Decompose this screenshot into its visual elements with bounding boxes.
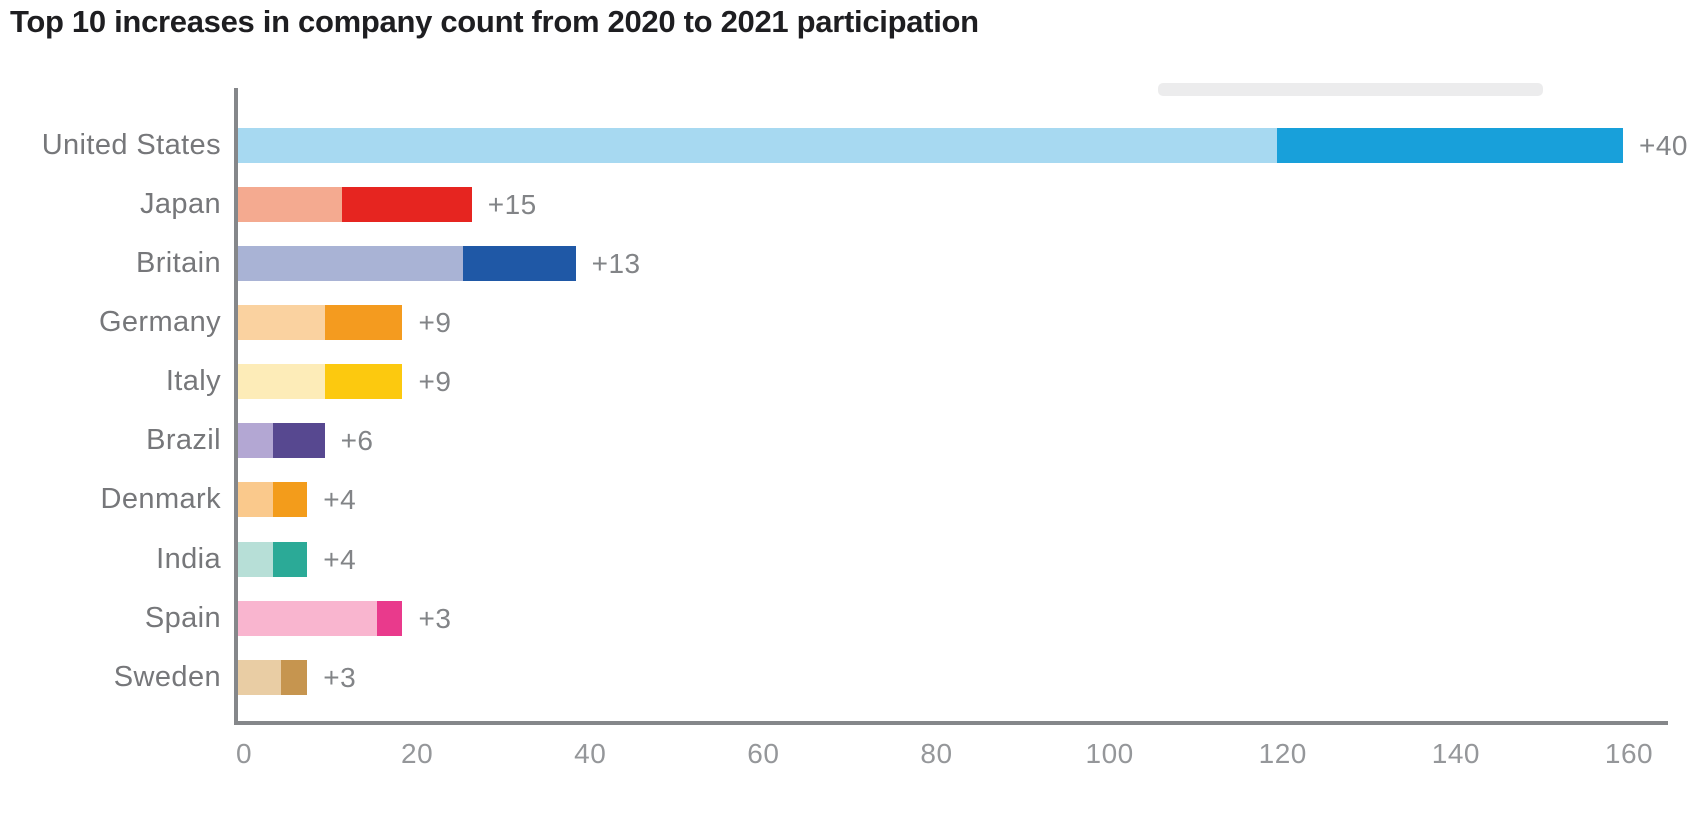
bar-segment-increase	[272, 482, 308, 518]
bar-segment-2020	[238, 600, 377, 636]
bar-row: Sweden +3	[0, 659, 1706, 695]
bar-segment-2020	[238, 127, 1277, 163]
bar-value-label: +40	[1639, 129, 1688, 161]
bar-segment-increase	[376, 600, 403, 636]
stacked-bar	[238, 600, 403, 636]
category-label: Denmark	[100, 483, 221, 516]
bar-segment-increase	[1276, 127, 1623, 163]
category-label: United States	[41, 128, 221, 161]
bar-segment-2020	[238, 245, 464, 281]
category-label: Brazil	[146, 424, 221, 457]
bar-segment-2020	[238, 659, 282, 695]
bar-row: Denmark +4	[0, 482, 1706, 518]
x-tick-label: 0	[235, 738, 253, 769]
bar-segment-2020	[238, 423, 273, 459]
bar-segment-2020	[238, 304, 325, 340]
bar-row: Brazil +6	[0, 423, 1706, 459]
bar-value-label: +15	[487, 188, 537, 220]
bar-row: Italy +9	[0, 364, 1706, 400]
bar-value-label: +3	[323, 661, 357, 693]
stacked-bar	[238, 245, 576, 281]
category-label: Spain	[144, 601, 221, 634]
bar-segment-2020	[238, 186, 342, 222]
bar-segment-increase	[281, 659, 308, 695]
x-tick-label: 40	[574, 738, 607, 769]
bar-value-label: +4	[323, 484, 357, 516]
bar-segment-increase	[272, 541, 308, 577]
bar-value-label: +6	[340, 425, 374, 457]
x-tick-label: 140	[1431, 738, 1480, 769]
category-label: Britain	[136, 246, 221, 279]
stacked-bar	[238, 423, 325, 459]
x-tick-label: 120	[1258, 738, 1307, 769]
stacked-bar	[238, 482, 308, 518]
bar-segment-2020	[238, 541, 273, 577]
bar-value-label: +13	[591, 247, 641, 279]
top-right-artifact	[1158, 83, 1543, 96]
category-label: India	[156, 542, 221, 575]
bar-row: Japan +15	[0, 186, 1706, 222]
bar-value-label: +9	[418, 306, 452, 338]
category-label: Sweden	[113, 660, 221, 693]
bar-segment-increase	[272, 423, 325, 459]
bar-row: India +4	[0, 541, 1706, 577]
stacked-bar	[238, 364, 403, 400]
x-tick-label: 20	[401, 738, 434, 769]
bar-row: Spain +3	[0, 600, 1706, 636]
x-axis-line	[234, 721, 1668, 725]
category-label: Italy	[165, 365, 221, 398]
category-label: Japan	[139, 187, 221, 220]
bar-segment-increase	[324, 364, 403, 400]
bar-row: Britain +13	[0, 245, 1706, 281]
stacked-bar	[238, 127, 1623, 163]
stacked-bar	[238, 541, 308, 577]
bar-value-label: +9	[418, 366, 452, 398]
y-axis-line	[234, 88, 238, 725]
bar-segment-2020	[238, 482, 273, 518]
x-tick-label: 80	[920, 738, 953, 769]
bar-segment-increase	[324, 304, 403, 340]
x-tick-label: 160	[1604, 738, 1654, 769]
bar-row: United States +40	[0, 127, 1706, 163]
bar-row: Germany +9	[0, 304, 1706, 340]
bar-value-label: +4	[323, 543, 357, 575]
stacked-bar	[238, 659, 308, 695]
chart-title: Top 10 increases in company count from 2…	[10, 4, 979, 39]
stacked-bar	[238, 186, 472, 222]
bar-value-label: +3	[418, 602, 452, 634]
bar-segment-2020	[238, 364, 325, 400]
x-tick-label: 60	[747, 738, 780, 769]
bar-segment-increase	[463, 245, 576, 281]
bar-segment-increase	[341, 186, 472, 222]
stacked-bar	[238, 304, 403, 340]
x-tick-label: 100	[1085, 738, 1134, 769]
category-label: Germany	[98, 305, 221, 338]
